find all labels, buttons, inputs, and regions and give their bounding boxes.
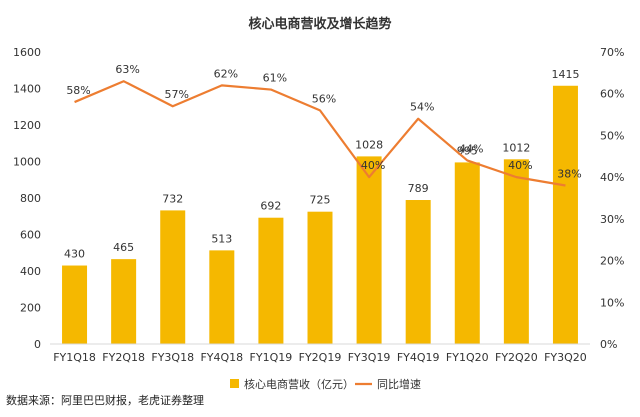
bar [552, 85, 578, 344]
x-tick-label: FY4Q19 [397, 351, 440, 364]
bar-value-label: 995 [457, 144, 478, 157]
y-right-tick-label: 0% [600, 338, 617, 351]
y-left-tick-label: 800 [20, 192, 41, 205]
x-tick-label: FY1Q19 [250, 351, 293, 364]
bar [356, 156, 382, 344]
x-tick-label: FY3Q18 [151, 351, 194, 364]
bar-value-label: 513 [211, 232, 232, 245]
bar [258, 217, 284, 344]
x-tick-label: FY2Q18 [102, 351, 145, 364]
bar-value-label: 430 [64, 248, 85, 261]
y-left-tick-label: 400 [20, 265, 41, 278]
bar [111, 259, 137, 344]
y-right-tick-label: 40% [600, 171, 624, 184]
growth-data-label: 56% [312, 92, 336, 105]
x-tick-label: FY3Q20 [544, 351, 587, 364]
x-tick-label: FY2Q20 [495, 351, 538, 364]
bar-value-label: 725 [310, 194, 331, 207]
growth-data-label: 63% [115, 63, 139, 76]
growth-data-label: 58% [66, 84, 90, 97]
bar [405, 200, 431, 344]
x-tick-label: FY2Q19 [299, 351, 342, 364]
bar-value-label: 1012 [502, 141, 530, 154]
y-right-tick-label: 50% [600, 129, 624, 142]
growth-data-label: 40% [361, 159, 385, 172]
bar-value-label: 465 [113, 241, 134, 254]
growth-line [74, 80, 566, 187]
x-tick-label: FY1Q18 [53, 351, 96, 364]
bar [307, 211, 333, 344]
bar [62, 265, 88, 344]
x-tick-label: FY3Q19 [348, 351, 391, 364]
y-left-tick-label: 1000 [13, 156, 41, 169]
legend-bar-swatch [230, 379, 239, 388]
bar-value-label: 732 [162, 192, 183, 205]
growth-data-label: 40% [508, 159, 532, 172]
legend-bar-label: 核心电商营收（亿元） [244, 377, 354, 391]
y-right-tick-label: 30% [600, 213, 624, 226]
bar-value-label: 692 [260, 200, 281, 213]
y-left-tick-label: 1400 [13, 83, 41, 96]
growth-data-label: 44% [459, 142, 483, 155]
chart-title: 核心电商营收及增长趋势 [248, 16, 391, 32]
growth-data-label: 57% [165, 88, 189, 101]
growth-data-label: 61% [263, 72, 287, 85]
bar [454, 162, 480, 344]
bar [209, 250, 235, 344]
y-right-tick-label: 60% [600, 88, 624, 101]
y-right-tick-label: 10% [600, 296, 624, 309]
y-right-tick-label: 20% [600, 255, 624, 268]
x-tick-label: FY1Q20 [446, 351, 489, 364]
bar-value-label: 789 [408, 182, 429, 195]
source-note: 数据来源：阿里巴巴财报，老虎证券整理 [6, 394, 204, 407]
bar-value-label: 1028 [355, 138, 383, 151]
bar [160, 210, 186, 344]
x-tick-label: FY4Q18 [200, 351, 243, 364]
bar-value-label: 1415 [551, 68, 579, 81]
bar [503, 159, 529, 344]
growth-data-label: 54% [410, 101, 434, 114]
y-left-tick-label: 0 [34, 338, 41, 351]
y-left-tick-label: 200 [20, 302, 41, 315]
legend-line-label: 同比增速 [377, 377, 421, 391]
y-left-tick-label: 1200 [13, 119, 41, 132]
growth-data-label: 62% [214, 67, 238, 80]
y-left-tick-label: 1600 [13, 46, 41, 59]
growth-data-label: 38% [557, 167, 581, 180]
y-left-tick-label: 600 [20, 229, 41, 242]
y-right-tick-label: 70% [600, 46, 624, 59]
